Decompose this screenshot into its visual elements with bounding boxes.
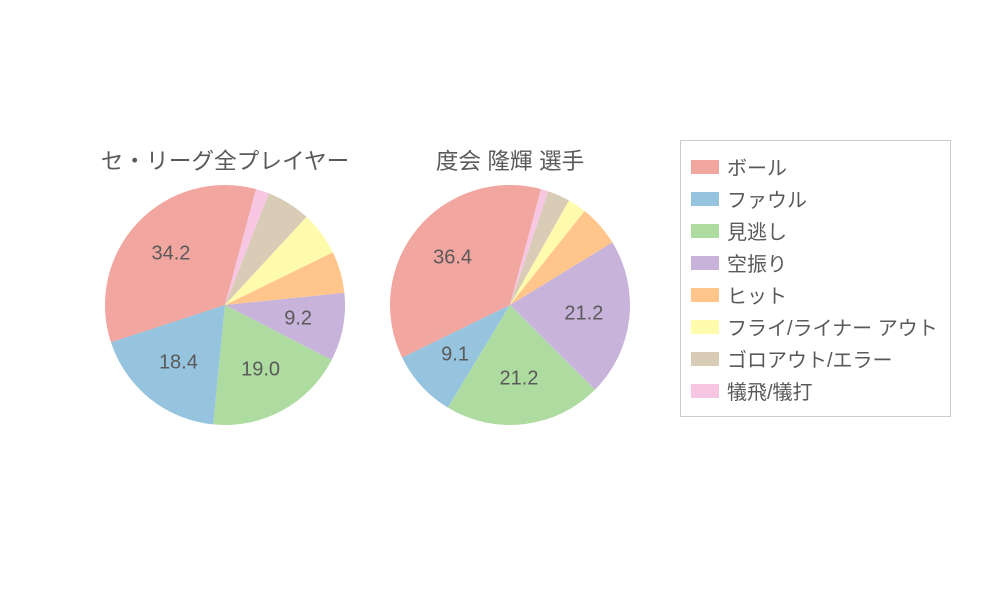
legend-swatch-foul [691,192,719,206]
legend-label-fly: フライ/ライナー アウト [727,312,938,341]
legend-item-ground: ゴロアウト/エラー [691,344,938,373]
legend: ボールファウル見逃し空振りヒットフライ/ライナー アウトゴロアウト/エラー犠飛/… [680,140,951,417]
pie-svg [105,185,345,425]
pie-chart-player: 36.49.121.221.2 [390,185,630,425]
legend-swatch-fly [691,320,719,334]
legend-item-hit: ヒット [691,280,938,309]
legend-label-sac: 犠飛/犠打 [727,376,813,405]
legend-label-ground: ゴロアウト/エラー [727,344,893,373]
pie-chart-league: 34.218.419.09.2 [105,185,345,425]
legend-item-foul: ファウル [691,184,938,213]
pie-svg [390,185,630,425]
legend-label-hit: ヒット [727,280,787,309]
legend-item-fly: フライ/ライナー アウト [691,312,938,341]
pie-title-player: 度会 隆輝 選手 [436,143,585,176]
legend-swatch-ball [691,160,719,174]
legend-label-swing: 空振り [727,248,787,277]
legend-swatch-swing [691,256,719,270]
legend-item-swing: 空振り [691,248,938,277]
legend-label-foul: ファウル [727,184,807,213]
legend-swatch-sac [691,384,719,398]
legend-swatch-hit [691,288,719,302]
legend-swatch-ground [691,352,719,366]
legend-swatch-look [691,224,719,238]
pie-title-league: セ・リーグ全プレイヤー [101,143,350,176]
legend-label-ball: ボール [727,152,787,181]
legend-item-look: 見逃し [691,216,938,245]
legend-label-look: 見逃し [727,216,787,245]
legend-item-sac: 犠飛/犠打 [691,376,938,405]
legend-item-ball: ボール [691,152,938,181]
chart-stage: セ・リーグ全プレイヤー 34.218.419.09.2 度会 隆輝 選手 36.… [0,0,1000,600]
